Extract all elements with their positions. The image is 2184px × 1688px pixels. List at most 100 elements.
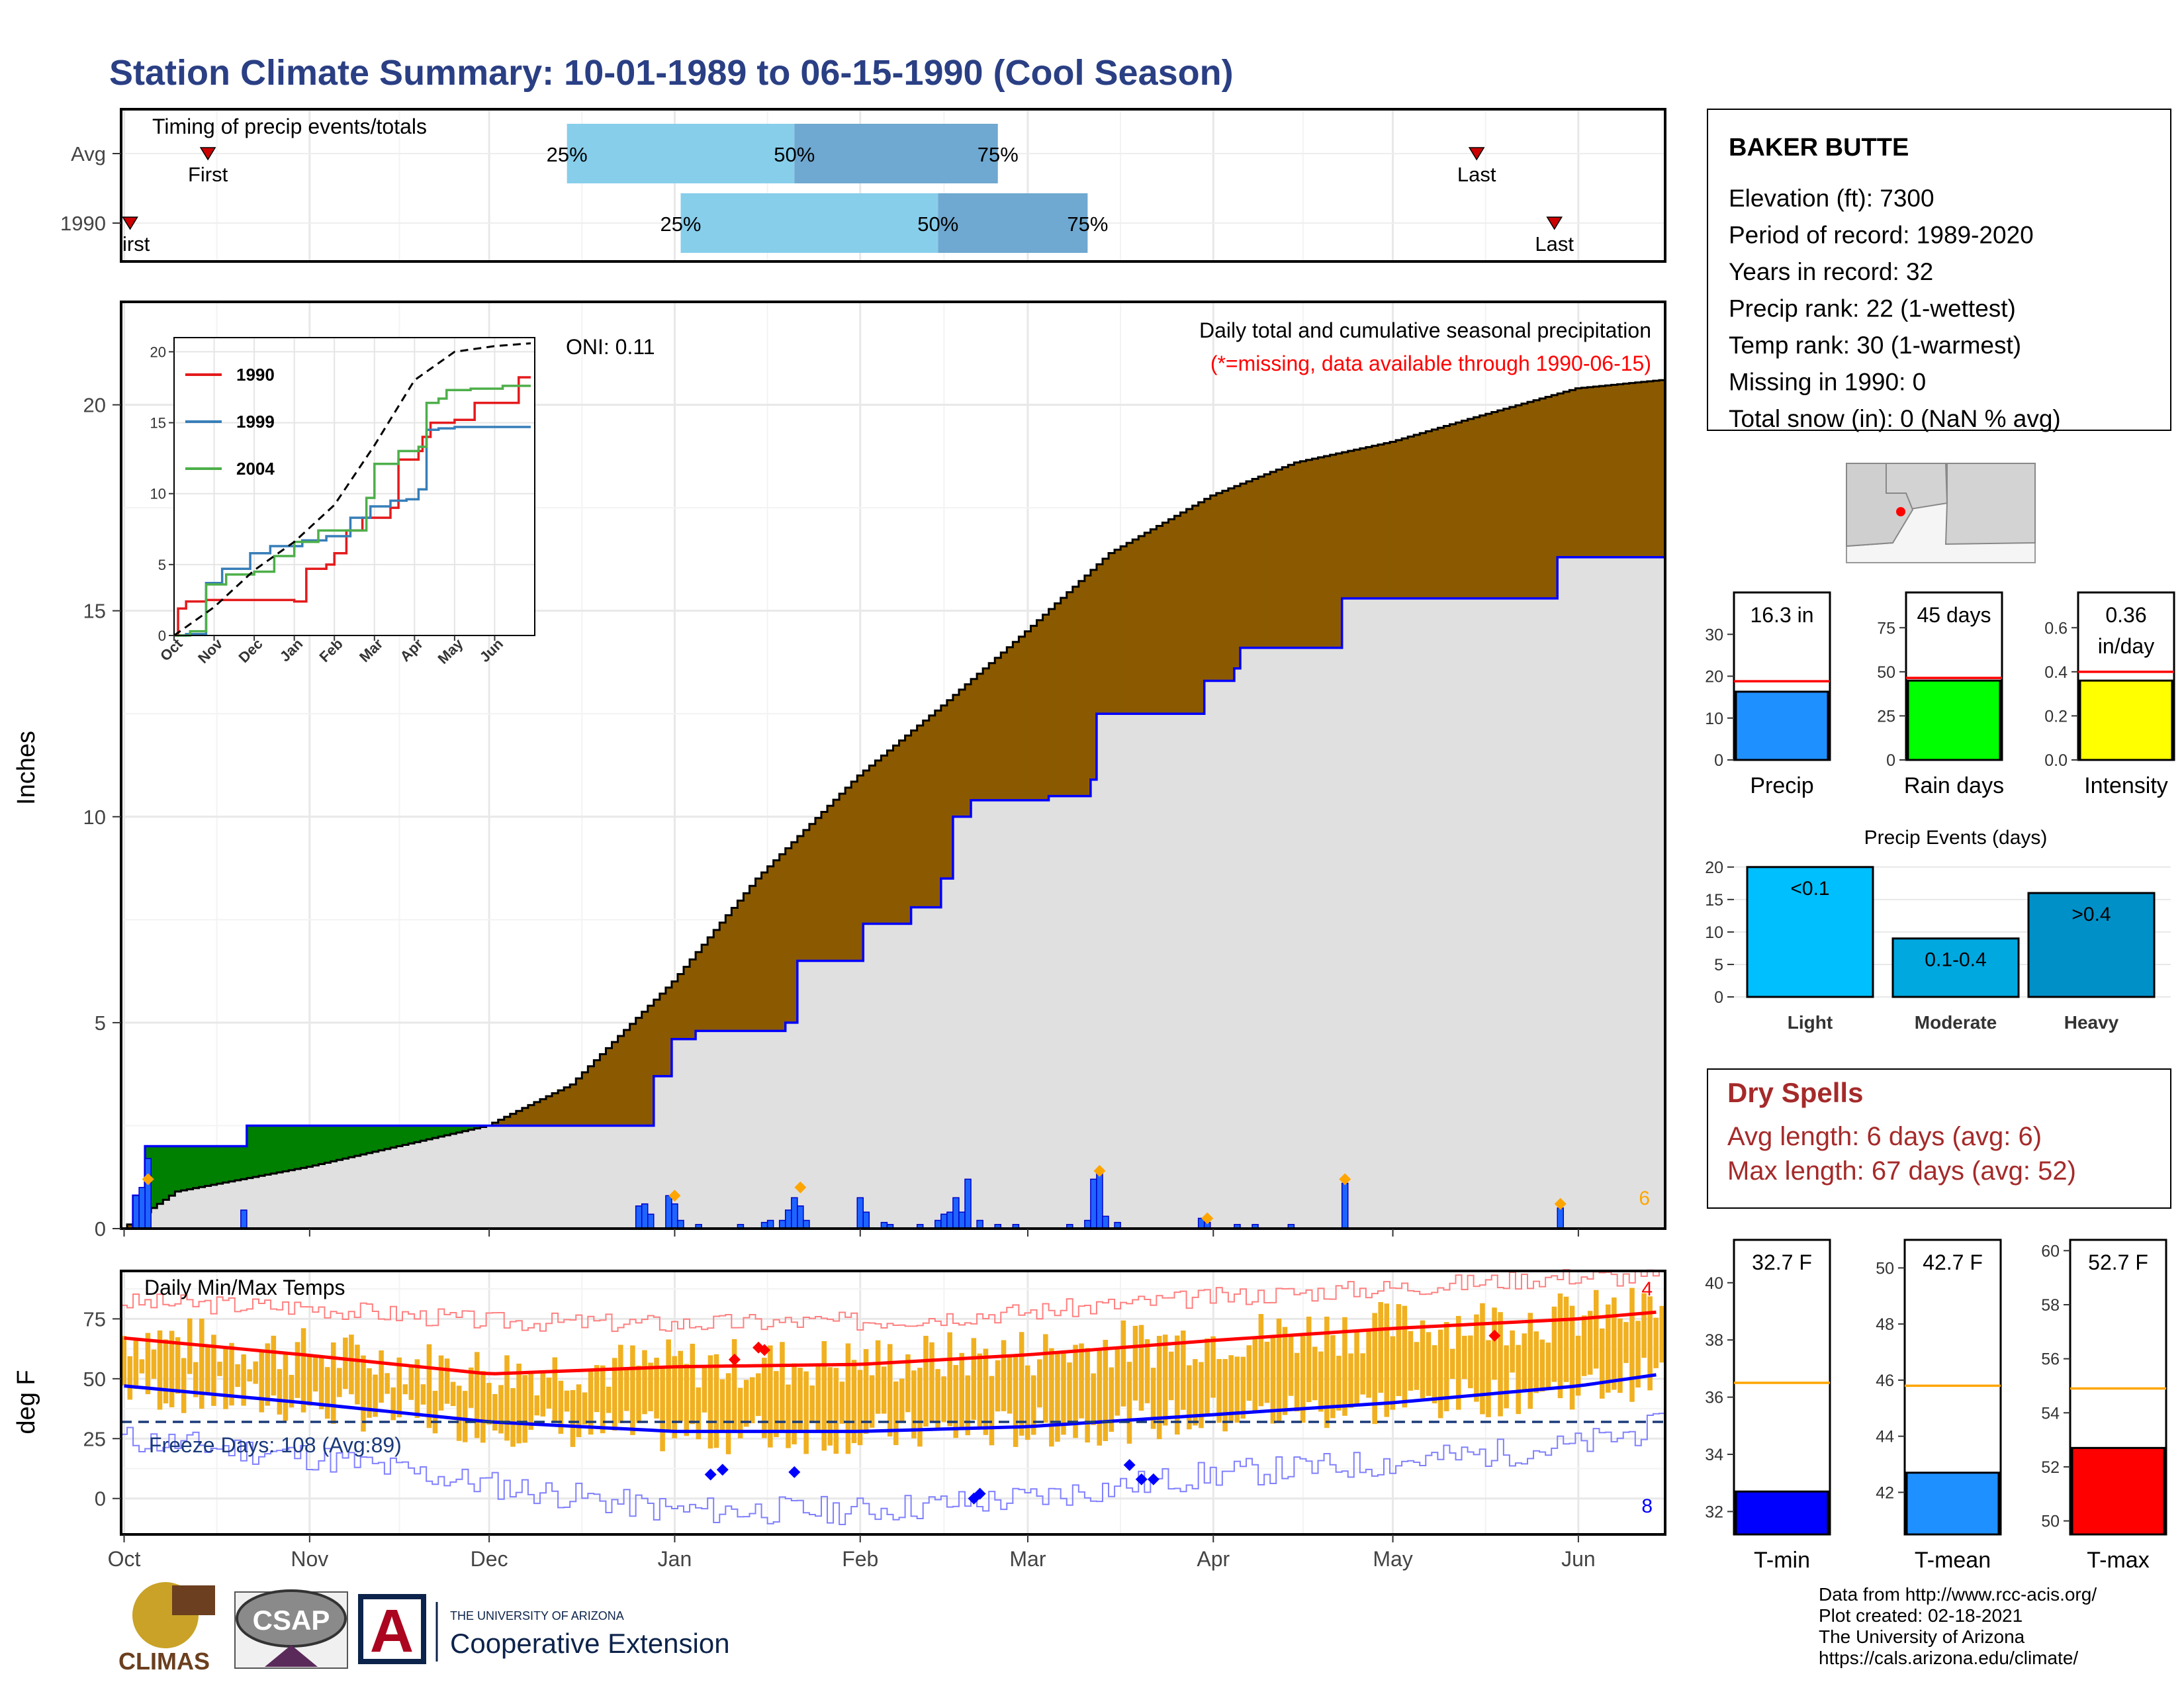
temp-daily-bar-93: [678, 1350, 684, 1422]
precip-area-surplus-day-1: [127, 1224, 134, 1229]
events-x-label-Light: Light: [1788, 1012, 1833, 1033]
temp-hi-marker-0: [728, 1353, 741, 1366]
precip-area-base-day-67: [522, 1125, 529, 1229]
precip-area-deficit-day-12: [193, 1146, 200, 1188]
precip-area-base-day-60: [480, 1127, 487, 1229]
temp-panel-label: Daily Min/Max Temps: [144, 1276, 345, 1299]
precip-area-surplus-day-173: [1156, 526, 1163, 714]
inset-legend: 1990 1999 2004: [185, 365, 275, 479]
temp-y-axis: 0 25 50 75: [83, 1307, 121, 1511]
precip-daily-bar-27: [952, 1197, 960, 1229]
locator-map: [1846, 463, 2036, 563]
precip-area-base-day-63: [498, 1125, 505, 1229]
season-temp-y-tick-label-1-46: 46: [1876, 1372, 1894, 1390]
temp-daily-bar-214: [1402, 1305, 1408, 1408]
precip-area-base-day-82: [612, 1125, 619, 1229]
precip-area-base-day-41: [366, 1152, 373, 1229]
precip-area-base-day-221: [1443, 598, 1451, 1229]
precip-area-base-day-178: [1186, 714, 1193, 1229]
precip-area-base-day-240: [1557, 557, 1565, 1229]
precip-area-deficit-day-39: [354, 1125, 361, 1156]
precip-area-base-day-20: [240, 1179, 248, 1229]
csap-logo: CSAP: [234, 1589, 348, 1669]
precip-area-base-day-209: [1371, 598, 1379, 1229]
temp-hi-marker-2: [758, 1344, 771, 1356]
precip-area-surplus-day-125: [869, 765, 876, 924]
precip-area-surplus-day-106: [755, 878, 762, 1031]
precip-area-deficit-day-17: [222, 1146, 230, 1183]
precip-annotation-missing: (*=missing, data available through 1990-…: [1210, 352, 1651, 375]
precip-area-deficit-day-23: [258, 1125, 265, 1176]
timing-panel: 25% 50% 75% First Last 25% 50% 75% irst Last Timi…: [60, 108, 1666, 263]
precip-area-base-day-103: [737, 1031, 745, 1229]
precip-area-surplus-day-75: [570, 1084, 577, 1126]
precip-area-deficit-day-37: [342, 1125, 349, 1159]
temp-daily-bar-222: [1449, 1348, 1455, 1379]
freeze-days-label: Freeze Days: 108 (Avg:89): [149, 1433, 402, 1457]
temp-daily-bar-1: [127, 1356, 133, 1400]
temp-y-tick-label-0: 0: [95, 1487, 106, 1511]
precip-extreme-marker-4: [1201, 1212, 1214, 1225]
precip-area-base-day-256: [1653, 557, 1660, 1229]
precip-area-base-day-232: [1509, 598, 1516, 1229]
precip-area-surplus-day-245: [1587, 387, 1594, 557]
precip-area-base-day-85: [629, 1125, 637, 1229]
temp-daily-bar-229: [1492, 1307, 1497, 1380]
temp-daily-bar-96: [696, 1387, 702, 1440]
inset-bg: [174, 338, 535, 635]
temp-daily-bar-63: [498, 1385, 504, 1434]
precip-area-deficit-day-45: [390, 1125, 397, 1148]
season-total-caption-Intensity: 0.36: [2105, 603, 2146, 627]
precip-area-surplus-day-231: [1503, 408, 1510, 598]
precip-area-base-day-54: [444, 1135, 451, 1229]
precip-area-deficit-day-47: [402, 1125, 409, 1145]
precip-area-surplus-day-82: [612, 1042, 619, 1126]
temp-daily-bar-118: [827, 1367, 833, 1446]
precip-area-base-day-57: [462, 1131, 469, 1229]
dry-spells-frame: [1707, 1068, 2171, 1209]
temp-daily-bar-18: [229, 1342, 234, 1406]
precip-areas: [121, 379, 1666, 1230]
season-totals-panel: 16.3 in 0 10 20 30 Precip 45 days 0 25 50 75 Rain d…: [1705, 591, 2175, 798]
precip-area-surplus-day-112: [791, 842, 798, 1023]
season-total-bar-Intensity: [2079, 679, 2173, 761]
precip-area-base-day-34: [324, 1162, 332, 1229]
temp-daily-bar-14: [205, 1347, 210, 1394]
precip-area-base-day-247: [1599, 557, 1606, 1229]
timing-p75-label-Avg: 75%: [978, 143, 1019, 166]
inset-line-2004: [174, 385, 531, 637]
temp-daily-bar-71: [546, 1378, 552, 1409]
temp-daily-bar-37: [343, 1337, 348, 1389]
precip-area-deficit-day-33: [318, 1125, 326, 1164]
oni-label: ONI: 0.11: [566, 335, 655, 359]
temp-daily-bar-20: [241, 1354, 246, 1406]
temp-daily-bar-83: [618, 1344, 623, 1423]
temp-daily-bar-149: [1013, 1356, 1019, 1447]
temp-daily-bar-53: [438, 1355, 444, 1411]
temp-daily-bar-182: [1210, 1336, 1216, 1398]
precip-area-surplus-day-147: [1001, 652, 1008, 800]
precip-area-base-day-211: [1383, 598, 1390, 1229]
temp-daily-bar-111: [786, 1384, 791, 1448]
precip-area-base-day-84: [623, 1125, 631, 1229]
season-temp-label-T-min: T-min: [1754, 1548, 1810, 1573]
precip-area-surplus-day-107: [761, 872, 768, 1031]
temp-daily-bar-135: [929, 1342, 934, 1423]
precip-area-base-day-188: [1246, 647, 1253, 1229]
dry-spells-max: Max length: 67 days (avg: 52): [1727, 1156, 2076, 1186]
temp-daily-bar-41: [367, 1368, 372, 1418]
precip-area-base-day-113: [797, 961, 804, 1229]
precip-daily-bar-29: [964, 1178, 972, 1229]
precip-area-base-day-33: [318, 1164, 326, 1229]
temp-daily-bar-29: [295, 1342, 300, 1398]
precip-area-surplus-day-216: [1414, 434, 1421, 598]
season-temp-frame-0: [1733, 1239, 1831, 1536]
temp-daily-bar-232: [1510, 1330, 1515, 1373]
precip-area-base-day-14: [205, 1186, 212, 1229]
season-total-y-tick-label-2-0.2: 0.2: [2044, 707, 2068, 726]
ua-main-text: Cooperative Extension: [450, 1628, 730, 1659]
precip-area-base-day-242: [1569, 557, 1576, 1229]
precip-area-base-day-237: [1539, 598, 1546, 1229]
temp-daily-bar-49: [414, 1359, 420, 1419]
temp-daily-bars: [121, 1288, 1664, 1454]
